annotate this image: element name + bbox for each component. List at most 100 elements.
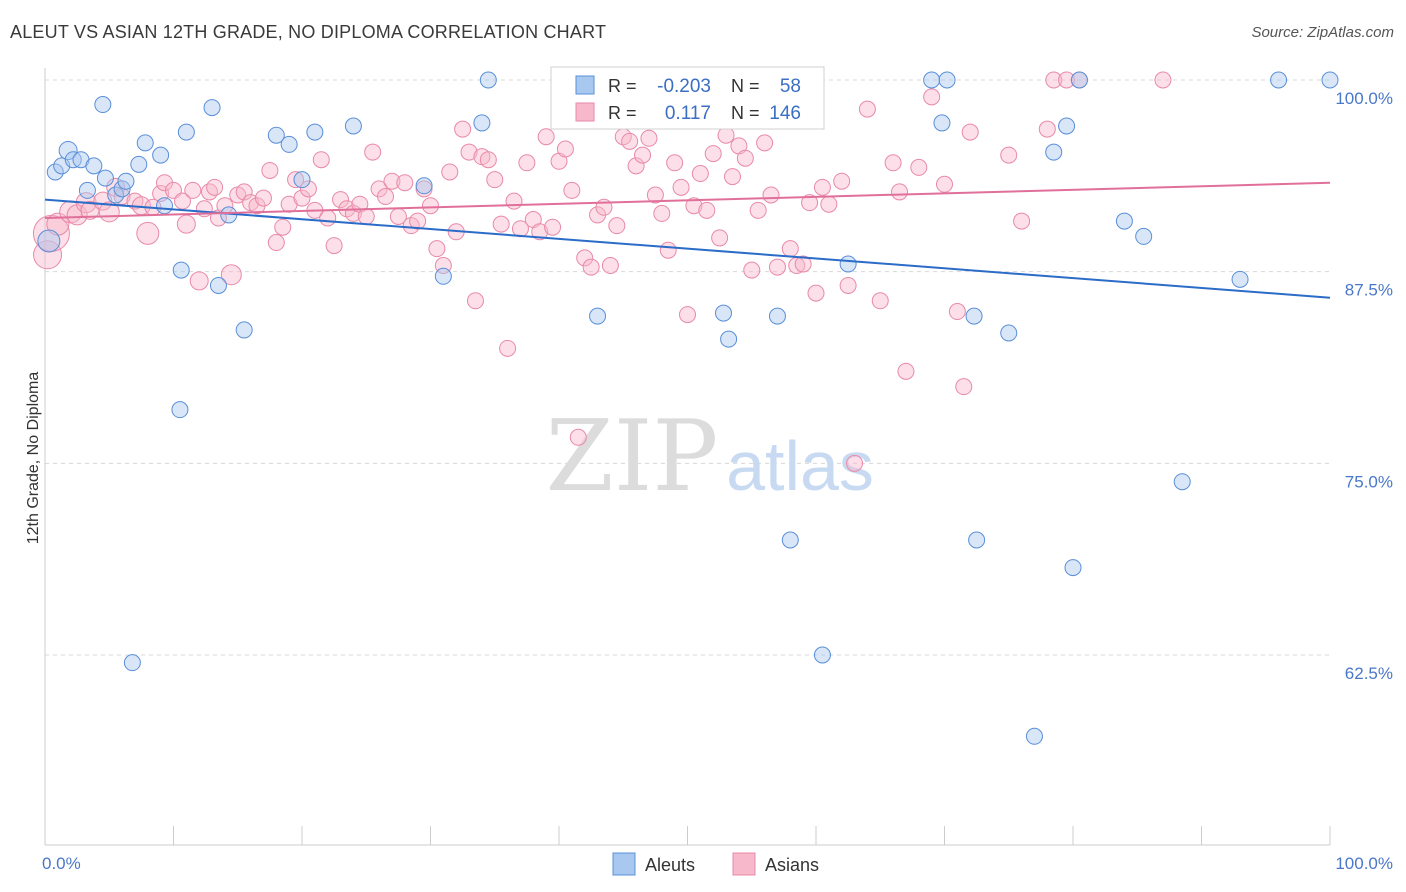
asian-point-23 bbox=[200, 183, 218, 201]
asian-point-21 bbox=[189, 271, 209, 291]
asian-point-81 bbox=[569, 428, 587, 446]
aleut-points bbox=[37, 71, 1339, 745]
asian-point-42 bbox=[319, 209, 337, 227]
asian-point-93 bbox=[646, 186, 664, 204]
y-tick-label-0: 62.5% bbox=[1345, 664, 1393, 683]
aleut-point-51 bbox=[1058, 117, 1076, 135]
asian-point-67 bbox=[479, 151, 497, 169]
asian-point-132 bbox=[955, 378, 973, 396]
asian-point-56 bbox=[409, 212, 427, 230]
asian-point-134 bbox=[1000, 146, 1018, 164]
asian-trend-line bbox=[44, 181, 1331, 219]
aleut-point-29 bbox=[344, 117, 362, 135]
trend-lines bbox=[44, 181, 1331, 299]
asian-point-90 bbox=[627, 157, 645, 175]
aleut-point-58 bbox=[1270, 71, 1288, 89]
grid-lines bbox=[45, 79, 1330, 656]
asian-point-133 bbox=[961, 123, 979, 141]
asian-point-73 bbox=[518, 154, 536, 172]
asian-point-95 bbox=[659, 241, 677, 259]
asian-point-99 bbox=[685, 197, 703, 215]
asian-point-94 bbox=[653, 204, 671, 222]
legend-aleuts-swatch bbox=[612, 852, 636, 876]
asian-point-97 bbox=[672, 178, 690, 196]
asian-point-71 bbox=[505, 192, 523, 210]
asian-point-127 bbox=[897, 362, 915, 380]
aleut-point-24 bbox=[235, 321, 253, 339]
asian-point-89 bbox=[621, 132, 639, 150]
aleut-n-value: 58 bbox=[780, 76, 801, 97]
aleut-point-6 bbox=[78, 181, 96, 199]
asian-point-130 bbox=[936, 175, 953, 193]
aleut-point-18 bbox=[171, 401, 189, 419]
asian-point-131 bbox=[948, 303, 966, 321]
aleut-point-9 bbox=[96, 169, 114, 187]
aleut-point-0 bbox=[37, 229, 61, 253]
y-tick-label-3: 100.0% bbox=[1335, 89, 1393, 108]
asian-point-100 bbox=[691, 165, 709, 183]
asian-point-108 bbox=[743, 261, 761, 279]
stats-legend: R = -0.203 N = 58 R = 0.117 N = 146 bbox=[550, 66, 825, 130]
asian-point-49 bbox=[364, 143, 382, 161]
asian-point-63 bbox=[454, 120, 472, 138]
aleut-point-3 bbox=[58, 141, 78, 161]
chart-title: ALEUT VS ASIAN 12TH GRADE, NO DIPLOMA CO… bbox=[10, 22, 607, 42]
asian-point-75 bbox=[531, 223, 549, 241]
aleut-point-45 bbox=[938, 71, 956, 89]
asian-point-48 bbox=[357, 207, 375, 225]
asian-point-20 bbox=[184, 181, 202, 199]
asian-point-76 bbox=[537, 128, 555, 146]
aleut-point-11 bbox=[113, 180, 131, 198]
asian-point-52 bbox=[383, 172, 401, 190]
legend-asians-swatch bbox=[732, 852, 756, 876]
aleut-point-43 bbox=[923, 71, 941, 89]
aleut-point-34 bbox=[589, 307, 607, 325]
aleut-point-52 bbox=[1064, 559, 1082, 577]
aleut-point-39 bbox=[768, 307, 786, 325]
aleut-point-26 bbox=[280, 135, 298, 153]
aleut-point-30 bbox=[415, 177, 433, 195]
x-tick-label-1: 100.0% bbox=[1335, 854, 1393, 873]
legend-asians-label: Asians bbox=[765, 855, 819, 875]
asian-point-119 bbox=[820, 195, 838, 213]
asian-point-96 bbox=[666, 154, 684, 172]
asian-point-43 bbox=[325, 237, 343, 255]
aleut-point-56 bbox=[1173, 473, 1191, 491]
x-tick-labels: 0.0% 100.0% bbox=[42, 854, 1393, 873]
y-axis-label: 12th Grade, No Diploma bbox=[25, 372, 42, 545]
aleut-point-10 bbox=[107, 186, 125, 204]
asian-point-115 bbox=[794, 255, 812, 273]
asian-point-27 bbox=[220, 264, 242, 286]
asian-point-79 bbox=[556, 140, 574, 158]
aleut-point-57 bbox=[1231, 270, 1249, 288]
asian-r-value: 0.117 bbox=[665, 103, 711, 124]
aleut-point-28 bbox=[306, 123, 324, 141]
aleut-point-1 bbox=[46, 163, 64, 181]
asian-point-138 bbox=[1058, 71, 1076, 89]
aleut-point-7 bbox=[85, 157, 103, 175]
asian-point-38 bbox=[293, 189, 311, 207]
aleut-point-36 bbox=[714, 304, 732, 322]
asian-point-124 bbox=[871, 292, 889, 310]
asian-point-64 bbox=[460, 143, 478, 161]
asian-point-19 bbox=[176, 214, 196, 234]
aleut-legend-swatch bbox=[575, 75, 595, 95]
aleut-point-16 bbox=[152, 146, 170, 164]
asian-point-77 bbox=[544, 218, 562, 236]
legend-aleuts-label: Aleuts bbox=[645, 855, 695, 875]
axes bbox=[44, 68, 1331, 846]
aleut-point-32 bbox=[479, 71, 497, 89]
aleut-point-47 bbox=[965, 307, 983, 325]
asian-point-33 bbox=[261, 161, 279, 179]
asian-point-140 bbox=[1154, 71, 1172, 89]
aleut-point-44 bbox=[933, 114, 951, 132]
asian-point-4 bbox=[66, 204, 88, 226]
asian-point-125 bbox=[884, 154, 902, 172]
source-label: Source: ZipAtlas.com bbox=[1251, 24, 1394, 41]
asian-point-129 bbox=[923, 88, 941, 106]
watermark-atlas: atlas bbox=[726, 427, 874, 505]
asian-point-86 bbox=[601, 257, 619, 275]
asian-point-137 bbox=[1045, 71, 1063, 89]
aleut-point-53 bbox=[1070, 71, 1088, 89]
aleut-point-50 bbox=[1045, 143, 1063, 161]
